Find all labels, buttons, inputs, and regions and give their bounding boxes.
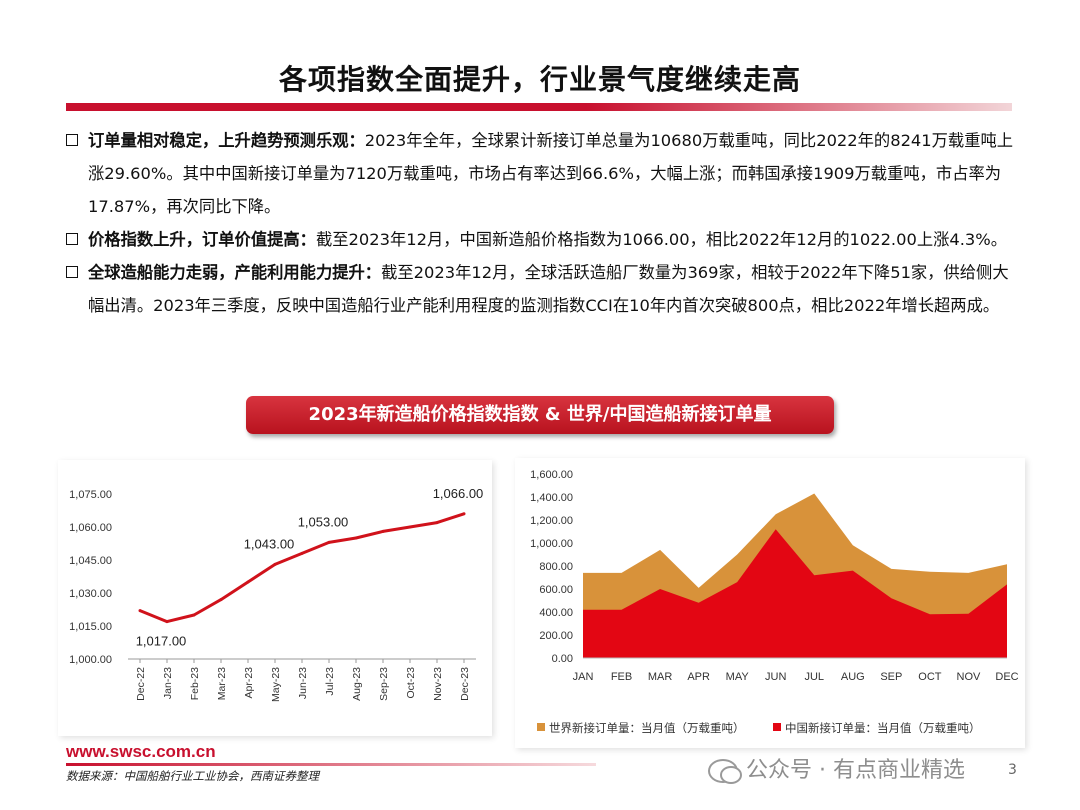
china-orders-area (583, 529, 1007, 658)
x-tick-label: OCT (918, 671, 942, 683)
x-tick-label: Dec-23 (459, 667, 471, 701)
data-label: 1,066.00 (433, 486, 484, 501)
page-number: 3 (1008, 762, 1017, 778)
price-index-point (300, 551, 304, 555)
checkbox-square-icon (66, 233, 78, 245)
bullet-heading: 价格指数上升，订单价值提高： (88, 230, 316, 249)
x-tick-label: Feb-23 (189, 667, 201, 700)
x-tick-label: Jul-23 (324, 667, 336, 696)
y-tick-label: 200.00 (539, 630, 573, 642)
y-tick-label: 1,600.00 (530, 469, 573, 481)
price-index-point (381, 529, 385, 533)
price-index-chart-panel: 1,000.00 1,015.00 1,030.00 1,045.00 1,060.00… (58, 460, 492, 736)
x-tick-label: JUN (765, 671, 786, 683)
legend-swatch (537, 723, 545, 731)
watermark: 公众号 · 有点商业精选 (708, 752, 965, 784)
x-tick-label: APR (687, 671, 710, 683)
x-tick-label: MAY (726, 671, 750, 683)
bullet-heading: 订单量相对稳定，上升趋势预测乐观： (88, 131, 365, 150)
bullet-item-capacity: 全球造船能力走弱，产能利用能力提升：截至2023年12月，全球活跃造船厂数量为3… (66, 256, 1016, 322)
bullet-text: 截至2023年12月，全球活跃造船厂数量为369家，相较于2022年下降51家，… (88, 263, 1009, 315)
price-index-line-chart: 1,000.00 1,015.00 1,030.00 1,045.00 1,060.00… (69, 486, 484, 702)
price-index-point (165, 620, 169, 624)
y-tick-label: 1,075.00 (69, 489, 112, 501)
y-tick-label: 400.00 (539, 607, 573, 619)
chart-banner: 2023年新造船价格指数指数 & 世界/中国造船新接订单量 (246, 396, 834, 434)
y-tick-label: 1,030.00 (69, 588, 112, 600)
y-tick-label: 1,000.00 (69, 654, 112, 666)
wechat-icon (708, 759, 742, 784)
bullet-text: 截至2023年12月，中国新造船价格指数为1066.00，相比2022年12月的… (315, 230, 1008, 249)
checkbox-square-icon (66, 266, 78, 278)
bullet-heading: 全球造船能力走弱，产能利用能力提升： (88, 263, 382, 282)
price-index-point (219, 598, 223, 602)
price-index-point (192, 613, 196, 617)
y-tick-label: 1,400.00 (530, 492, 573, 504)
y-tick-label: 1,015.00 (69, 621, 112, 633)
y-tick-label: 1,060.00 (69, 522, 112, 534)
bullet-item-orders: 订单量相对稳定，上升趋势预测乐观：2023年全年，全球累计新接订单总量为1068… (66, 124, 1016, 223)
legend-label: 中国新接订单量：当月值（万载重吨） (785, 721, 981, 735)
x-tick-label: DEC (995, 671, 1018, 683)
x-tick-label: SEP (880, 671, 902, 683)
bullet-list: 订单量相对稳定，上升趋势预测乐观：2023年全年，全球累计新接订单总量为1068… (66, 124, 1016, 322)
price-index-series-line (139, 512, 465, 624)
y-tick-label: 800.00 (539, 561, 573, 573)
bullet-text: 2023年全年，全球累计新接订单总量为10680万载重吨，同比2022年的824… (88, 131, 1014, 216)
footer-url[interactable]: www.swsc.com.cn (66, 742, 216, 761)
title-underline (66, 103, 1012, 111)
price-index-point (246, 580, 250, 584)
legend-swatch (773, 723, 781, 731)
bullet-item-price: 价格指数上升，订单价值提高：截至2023年12月，中国新造船价格指数为1066.… (66, 223, 1016, 256)
x-tick-label: Jan-23 (162, 667, 174, 699)
price-index-point (435, 521, 439, 525)
checkbox-square-icon (66, 134, 78, 146)
x-tick-label: Oct-23 (405, 667, 417, 699)
orders-area-chart: 0.00 200.00 400.00 600.00 800.00 1,000.00 1,20… (530, 469, 1018, 735)
x-tick-label: Jun-23 (297, 667, 309, 699)
price-index-point (273, 562, 277, 566)
data-label: 1,017.00 (136, 634, 187, 649)
data-label: 1,053.00 (298, 514, 349, 529)
orders-area-chart-panel: 0.00 200.00 400.00 600.00 800.00 1,000.00 1,20… (515, 458, 1025, 748)
x-tick-label: JUL (804, 671, 824, 683)
footer-divider (66, 763, 596, 766)
x-tick-label: AUG (841, 671, 865, 683)
price-index-point (354, 536, 358, 540)
price-index-point (462, 512, 466, 516)
price-index-point (327, 540, 331, 544)
data-source-note: 数据来源：中国船舶行业工业协会，西南证券整理 (66, 769, 319, 783)
y-tick-label: 0.00 (552, 653, 573, 665)
legend-label: 世界新接订单量：当月值（万载重吨） (549, 721, 745, 735)
price-index-point (138, 609, 142, 613)
page-title: 各项指数全面提升，行业景气度继续走高 (278, 63, 801, 96)
y-tick-label: 600.00 (539, 584, 573, 596)
x-tick-label: NOV (957, 671, 982, 683)
y-tick-label: 1,200.00 (530, 515, 573, 527)
x-tick-label: FEB (611, 671, 632, 683)
x-tick-label: May-23 (270, 667, 282, 702)
data-label: 1,043.00 (244, 536, 295, 551)
x-tick-label: Apr-23 (243, 667, 255, 699)
y-tick-label: 1,045.00 (69, 555, 112, 567)
x-tick-label: Mar-23 (216, 667, 228, 700)
watermark-text: 公众号 · 有点商业精选 (746, 758, 965, 783)
x-tick-label: Aug-23 (351, 667, 363, 701)
x-tick-label: JAN (573, 671, 594, 683)
x-tick-label: MAR (648, 671, 673, 683)
y-tick-label: 1,000.00 (530, 538, 573, 550)
x-tick-label: Sep-23 (378, 667, 390, 701)
x-tick-label: Dec-22 (135, 667, 147, 701)
price-index-point (408, 525, 412, 529)
x-tick-label: Nov-23 (432, 667, 444, 701)
